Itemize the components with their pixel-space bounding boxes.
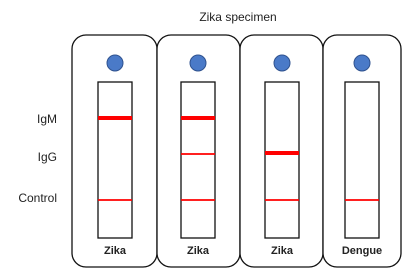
panel-label: Zika bbox=[271, 245, 294, 257]
panel: Dengue bbox=[323, 35, 401, 267]
sample-well bbox=[274, 55, 290, 71]
diagram: Zika specimen IgM IgG Control Zika Zika … bbox=[0, 0, 404, 269]
test-strip bbox=[98, 82, 132, 238]
panel: Zika bbox=[72, 35, 157, 267]
panel-label: Zika bbox=[104, 245, 127, 257]
title: Zika specimen bbox=[199, 10, 276, 24]
page: Zika specimen IgM IgG Control Zika Zika … bbox=[0, 0, 404, 269]
sample-well bbox=[190, 55, 206, 71]
row-label: IgM bbox=[37, 112, 57, 126]
sample-well bbox=[107, 55, 123, 71]
panel: Zika bbox=[240, 35, 323, 267]
panel-label: Dengue bbox=[342, 245, 382, 257]
row-label: IgG bbox=[38, 150, 57, 164]
panel-label: Zika bbox=[187, 245, 210, 257]
panel: Zika bbox=[157, 35, 240, 267]
row-label: Control bbox=[18, 191, 57, 205]
test-strip bbox=[181, 82, 215, 238]
test-strip bbox=[265, 82, 299, 238]
sample-well bbox=[354, 55, 370, 71]
test-strip bbox=[345, 82, 379, 238]
